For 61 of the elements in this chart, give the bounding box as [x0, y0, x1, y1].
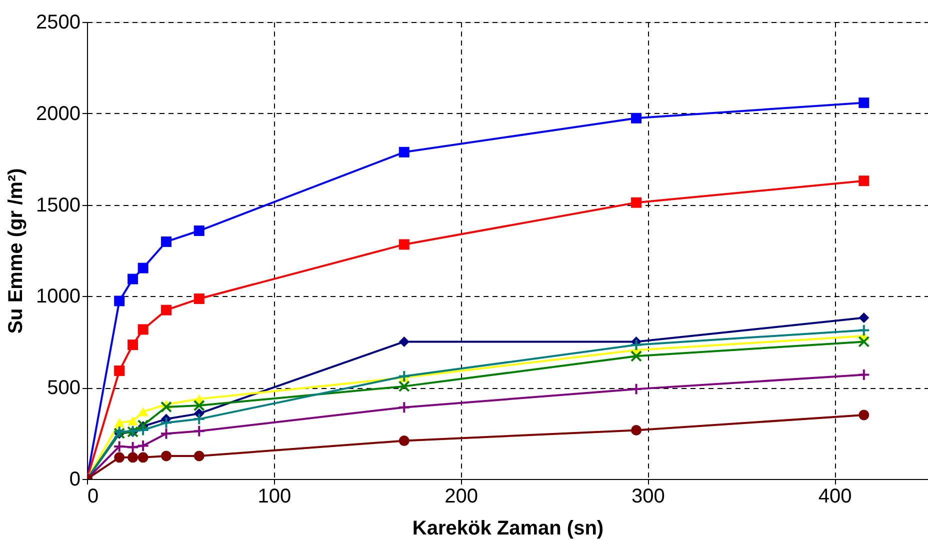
point [858, 336, 870, 348]
x-tick-label: 200 [444, 486, 478, 508]
x-tick-label: 400 [818, 486, 852, 508]
point [160, 416, 172, 429]
point [128, 274, 138, 284]
point [160, 304, 172, 316]
point [630, 382, 643, 396]
point [398, 239, 410, 250]
point [160, 401, 172, 413]
point [160, 236, 172, 247]
point [114, 366, 125, 376]
point [398, 336, 410, 347]
y-tick-label: 2000 [36, 102, 80, 125]
point [858, 410, 870, 420]
point [138, 407, 148, 416]
point [138, 324, 148, 335]
y-tick-label: 500 [47, 377, 80, 400]
point [192, 412, 206, 426]
x-axis-title: Karekök Zaman (sn) [412, 518, 604, 540]
point [398, 380, 410, 392]
point [631, 112, 642, 124]
point [630, 350, 642, 362]
point [136, 439, 150, 452]
point [114, 452, 125, 463]
point [128, 416, 138, 426]
point [114, 296, 125, 306]
point [631, 424, 642, 436]
point [630, 338, 643, 352]
point [192, 424, 206, 438]
point [858, 98, 870, 108]
point [858, 312, 870, 324]
x-tick-label: 100 [258, 486, 292, 508]
point [128, 452, 138, 463]
point [194, 294, 204, 304]
point [136, 424, 150, 436]
point [858, 368, 870, 382]
point [138, 452, 148, 463]
point [193, 400, 205, 412]
point [631, 197, 642, 208]
point [858, 176, 870, 186]
point [160, 427, 172, 440]
x-tick-label: 300 [631, 486, 665, 508]
point [126, 440, 140, 454]
point [194, 450, 204, 462]
point [194, 226, 204, 236]
point [398, 436, 410, 446]
point [398, 146, 410, 158]
point [160, 450, 172, 462]
y-tick-label: 2500 [36, 12, 80, 34]
point [398, 370, 410, 383]
point [398, 401, 410, 414]
point [113, 440, 126, 453]
point [858, 324, 870, 336]
point [114, 418, 125, 428]
y-tick-label: 1000 [36, 286, 80, 308]
point [138, 262, 148, 274]
y-tick-label: 0 [69, 468, 80, 490]
point [128, 340, 138, 350]
y-axis-title: Su Emme (gr /m²) [5, 168, 28, 334]
x-tick-label: 0 [88, 486, 99, 508]
y-tick-label: 1500 [36, 194, 80, 216]
